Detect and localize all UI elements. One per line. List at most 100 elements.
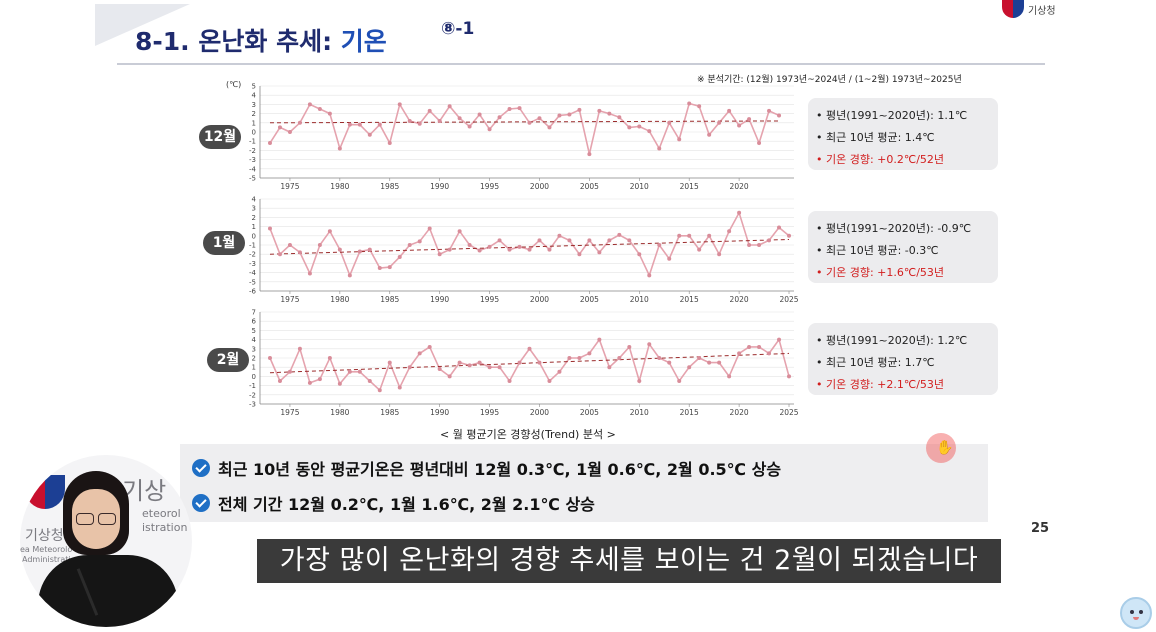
data-point	[417, 239, 422, 244]
data-point	[467, 124, 472, 129]
data-point	[637, 379, 642, 383]
data-point	[567, 112, 572, 117]
data-point	[537, 238, 542, 243]
y-tick-label: 0	[252, 129, 256, 137]
y-tick-label: 1	[252, 119, 256, 127]
data-point	[637, 124, 642, 129]
data-point	[417, 351, 422, 356]
x-tick-label: 2015	[680, 295, 699, 304]
data-point	[487, 127, 492, 132]
y-tick-label: -4	[249, 165, 257, 173]
y-tick-label: 0	[252, 373, 256, 381]
y-tick-label: 4	[252, 196, 257, 204]
data-point	[577, 356, 582, 360]
data-point	[367, 247, 372, 252]
backdrop-text: ea Meteorolo	[20, 545, 73, 554]
data-point	[477, 248, 482, 253]
y-tick-label: -4	[249, 269, 257, 277]
data-point	[457, 229, 462, 234]
data-point	[607, 365, 612, 370]
data-point	[777, 113, 782, 118]
data-point	[397, 385, 402, 390]
backdrop-text: eteorol	[142, 507, 181, 520]
backdrop-text: Administratio	[22, 555, 76, 564]
data-point	[727, 229, 732, 234]
y-tick-label: -3	[249, 260, 256, 268]
analysis-period: ※ 분석기간: (12월) 1973년~2024년 / (1~2월) 1973년…	[697, 75, 962, 85]
y-tick-label: 2	[252, 355, 256, 363]
data-point	[727, 374, 732, 379]
data-point	[487, 244, 492, 249]
data-point	[777, 225, 782, 230]
month-pill-feb: 2월	[207, 348, 249, 372]
x-tick-label: 2005	[580, 182, 599, 191]
data-point	[457, 116, 462, 121]
data-point	[787, 233, 792, 238]
data-point	[387, 265, 392, 270]
x-tick-label: 2005	[580, 408, 599, 417]
data-point	[547, 247, 552, 252]
slide-title: 8-1. 온난화 추세: 기온	[135, 22, 387, 58]
data-point	[557, 369, 562, 374]
data-point	[297, 346, 302, 351]
trend-line	[269, 352, 790, 374]
x-tick-label: 1975	[280, 295, 299, 304]
y-tick-label: 4	[252, 336, 257, 344]
data-point	[497, 365, 502, 370]
data-point	[617, 115, 622, 120]
data-point	[567, 238, 572, 243]
backdrop-text: 기상	[122, 477, 167, 505]
x-tick-label: 1980	[330, 408, 349, 417]
data-point	[647, 129, 652, 134]
hand-cursor-icon: ✋	[936, 440, 954, 456]
data-point	[417, 121, 422, 126]
data-point	[427, 344, 432, 349]
presenter-face	[72, 489, 120, 549]
data-point	[327, 111, 332, 116]
data-point	[297, 250, 302, 255]
data-point	[337, 146, 342, 151]
data-point	[767, 238, 772, 243]
data-point	[747, 243, 752, 247]
x-tick-label: 1975	[280, 408, 299, 417]
x-tick-label: 1975	[280, 182, 299, 191]
stat-trend: • 기온 경향: +2.1℃/53년	[816, 378, 945, 391]
mascot-icon[interactable]	[1120, 597, 1152, 629]
title-superscript: ⑧-1	[441, 19, 475, 39]
subtitle-caption: 가장 많이 온난화의 경향 추세를 보이는 건 2월이 되겠습니다	[257, 539, 1001, 583]
stat-recent: • 최근 10년 평균: 1.7℃	[816, 356, 935, 369]
data-point	[377, 388, 382, 393]
data-point	[487, 365, 492, 370]
stat-trend: • 기온 경향: +1.6℃/53년	[816, 266, 945, 279]
summary-text-2: 전체 기간 12월 0.2℃, 1월 1.6℃, 2월 2.1℃ 상승	[218, 495, 595, 514]
x-tick-label: 2000	[530, 408, 549, 417]
presenter-body	[38, 555, 178, 627]
summary-item-2: 전체 기간 12월 0.2℃, 1월 1.6℃, 2월 2.1℃ 상승	[192, 491, 595, 515]
data-point	[757, 141, 762, 146]
data-point	[527, 346, 532, 351]
data-point	[687, 233, 692, 238]
data-point	[557, 113, 562, 118]
x-tick-label: 2000	[530, 295, 549, 304]
backdrop-logo-icon	[25, 475, 65, 509]
x-tick-label: 1985	[380, 182, 399, 191]
y-tick-label: 5	[252, 327, 256, 335]
y-tick-label: -2	[249, 147, 256, 155]
data-point	[397, 254, 402, 259]
y-tick-label: 2	[252, 214, 256, 222]
x-tick-label: 2010	[630, 408, 649, 417]
data-point	[277, 125, 282, 130]
data-point	[317, 107, 322, 111]
x-tick-label: 1980	[330, 295, 349, 304]
x-tick-label: 1995	[480, 408, 499, 417]
presenter-video: 기상 기상청 eteorol istration ea Meteorolo Ad…	[20, 455, 192, 627]
data-point	[437, 367, 442, 372]
x-tick-label: 2025	[779, 408, 798, 417]
data-point	[597, 337, 602, 342]
y-tick-label: 0	[252, 232, 256, 240]
data-point	[587, 238, 592, 243]
chart-caption: < 월 평균기온 경향성(Trend) 분석 >	[440, 428, 616, 441]
data-point	[307, 271, 312, 276]
